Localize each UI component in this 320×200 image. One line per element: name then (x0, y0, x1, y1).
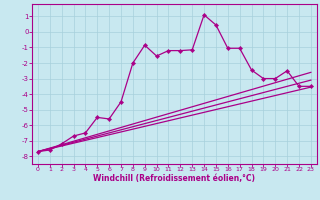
X-axis label: Windchill (Refroidissement éolien,°C): Windchill (Refroidissement éolien,°C) (93, 174, 255, 183)
